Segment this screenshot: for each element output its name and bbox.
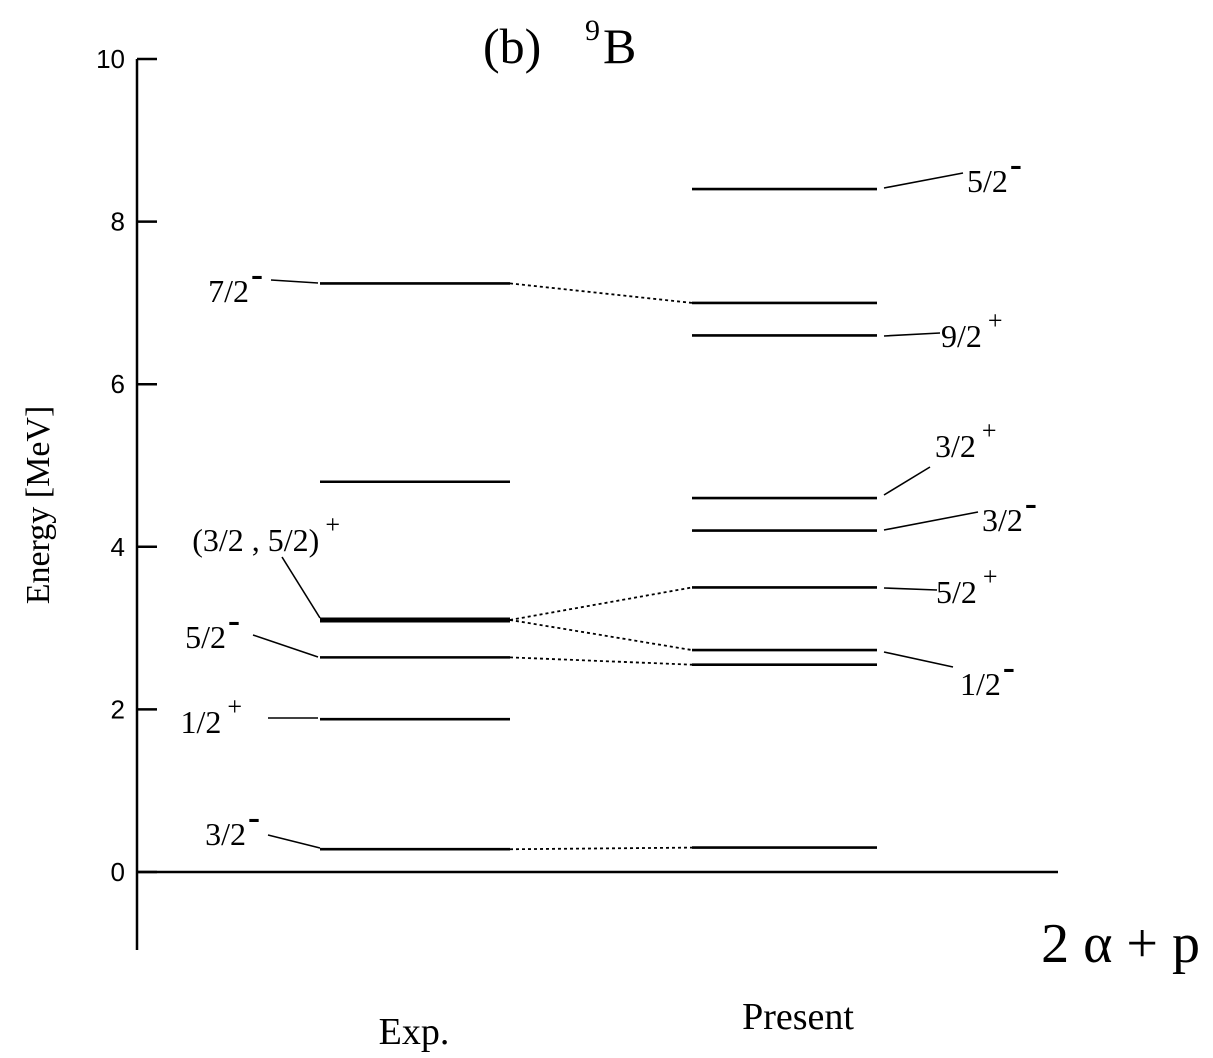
chart-title-element: B xyxy=(603,18,636,74)
y-tick-label-0: 0 xyxy=(111,857,125,887)
level-labels: 3/2-1/2 +5/2-(3/2 , 5/2) +7/2-1/2-5/2 +3/2-… xyxy=(180,144,1036,852)
label-leader-exp-0-28 xyxy=(267,834,321,849)
level-label-present-6-6: 9/2 + xyxy=(941,306,1003,354)
level-label-parity: - xyxy=(228,600,240,640)
label-leader-present-8-4 xyxy=(883,172,964,189)
y-tick-label-4: 4 xyxy=(111,532,125,562)
level-label-exp-2-64: 5/2- xyxy=(185,600,240,655)
level-label-parity: + xyxy=(325,510,340,539)
level-label-spin: 1/2 xyxy=(180,704,221,740)
y-tick-label-2: 2 xyxy=(111,694,125,724)
y-tick-label-6: 6 xyxy=(111,369,125,399)
level-label-parity: + xyxy=(983,562,998,591)
y-axis-label: Energy [MeV] xyxy=(20,406,57,605)
level-label-parity: - xyxy=(1025,483,1037,523)
level-label-spin: 5/2 xyxy=(967,163,1008,199)
level-label-parity: + xyxy=(227,692,242,721)
level-label-present-4-6: 3/2 + xyxy=(935,416,997,464)
connector-7-24-to-7 xyxy=(509,282,693,304)
chart-title-prefix: (b) xyxy=(483,18,541,74)
level-label-spin: 1/2 xyxy=(960,666,1001,702)
level-label-present-2-55: 1/2- xyxy=(960,647,1015,702)
chart-title-mass-number: 9 xyxy=(585,14,600,47)
connector-3-1-to-2-73 xyxy=(509,619,693,651)
y-axis: 0 2 4 6 8 10 xyxy=(96,44,1058,950)
connector-0-28-to-0-3 xyxy=(509,846,693,851)
label-leader-present-4-6 xyxy=(883,466,931,496)
energy-levels xyxy=(320,187,877,851)
level-label-present-8-4: 5/2- xyxy=(967,144,1022,199)
label-leader-present-4-2 xyxy=(883,511,979,531)
label-leader-present-3-5 xyxy=(883,587,938,591)
level-label-exp-0-28: 3/2- xyxy=(205,797,260,852)
column-label-exp: Exp. xyxy=(379,1011,450,1053)
level-label-exp-7-24: 7/2- xyxy=(208,254,263,309)
level-label-parity: - xyxy=(1003,647,1015,687)
level-label-parity: - xyxy=(248,797,260,837)
label-leader-exp-7-24 xyxy=(270,279,319,284)
label-leader-exp-3-1 xyxy=(281,556,321,619)
connector-3-1-to-3-5 xyxy=(509,586,693,621)
y-tick-label-10: 10 xyxy=(96,44,125,74)
level-label-present-4-2: 3/2- xyxy=(982,483,1037,538)
level-connections xyxy=(509,282,693,851)
level-label-spin: 9/2 xyxy=(941,318,982,354)
level-label-parity: - xyxy=(251,254,263,294)
column-label-present: Present xyxy=(742,996,854,1038)
label-leader-present-6-6 xyxy=(883,332,941,337)
label-leader-present-2-55 xyxy=(883,651,954,668)
level-label-spin: (3/2 , 5/2) xyxy=(192,522,319,558)
level-label-parity: + xyxy=(982,416,997,445)
connector-2-64-to-2-55 xyxy=(509,656,693,666)
level-label-parity: - xyxy=(1010,144,1022,184)
label-leader-exp-2-64 xyxy=(252,634,319,658)
level-label-spin: 7/2 xyxy=(208,273,249,309)
y-tick-label-8: 8 xyxy=(111,207,125,237)
level-label-exp-1-88: 1/2 + xyxy=(180,692,242,740)
threshold-label: 2 α + p xyxy=(1041,913,1200,975)
level-label-spin: 5/2 xyxy=(185,619,226,655)
level-label-present-3-5: 5/2 + xyxy=(936,562,998,610)
level-label-spin: 5/2 xyxy=(936,574,977,610)
level-label-spin: 3/2 xyxy=(935,428,976,464)
level-label-spin: 3/2 xyxy=(982,502,1023,538)
level-label-exp-3-1: (3/2 , 5/2) + xyxy=(192,510,340,558)
level-label-parity: + xyxy=(988,306,1003,335)
level-label-spin: 3/2 xyxy=(205,816,246,852)
